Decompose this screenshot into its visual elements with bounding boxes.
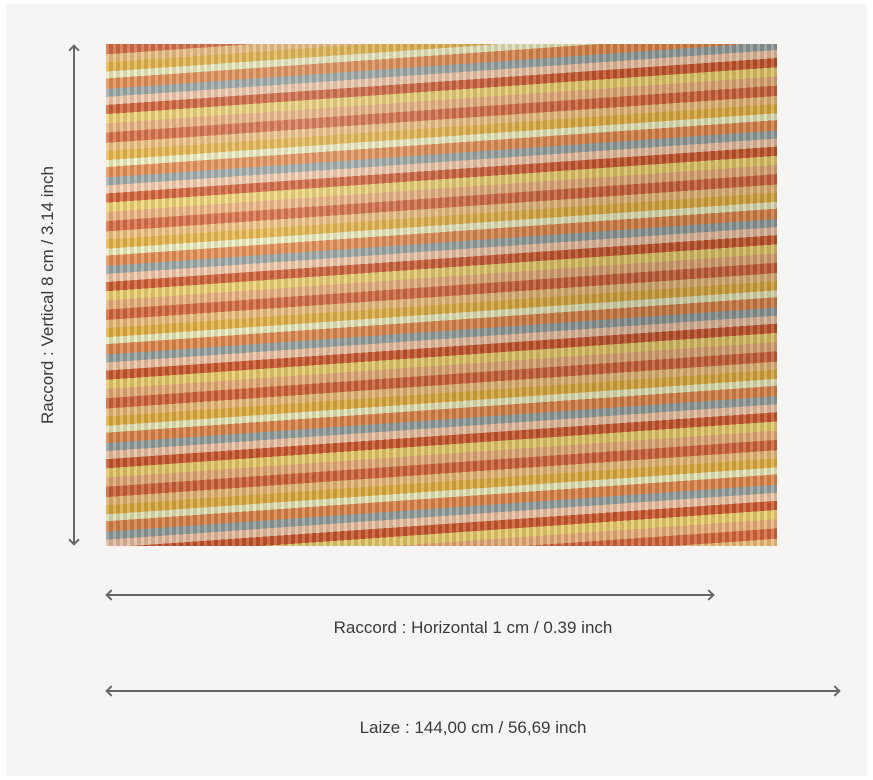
- vertical-repeat-label: Raccord : Vertical 8 cm / 3.14 inch: [38, 166, 57, 424]
- fabric-drape-shading: [106, 44, 777, 546]
- fabric-width-label: Laize : 144,00 cm / 56,69 inch: [359, 718, 587, 737]
- horizontal-repeat-label: Raccord : Horizontal 1 cm / 0.39 inch: [333, 618, 613, 637]
- vertical-repeat-arrow: [73, 47, 75, 543]
- fabric-swatch-image: [106, 44, 777, 546]
- horizontal-repeat-arrow: [108, 594, 714, 596]
- fabric-width-arrow: [108, 690, 840, 692]
